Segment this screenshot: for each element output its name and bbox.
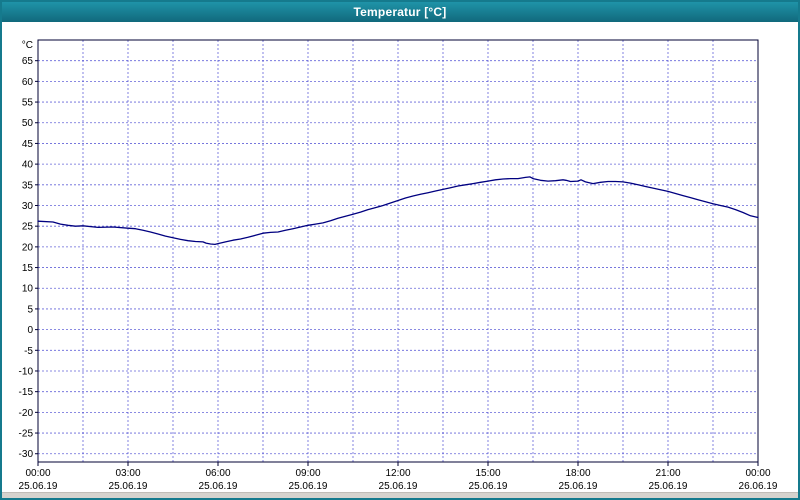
svg-text:25.06.19: 25.06.19 bbox=[379, 481, 418, 492]
window-bottom-strip bbox=[2, 492, 798, 498]
svg-text:25.06.19: 25.06.19 bbox=[199, 481, 238, 492]
svg-text:03:00: 03:00 bbox=[115, 468, 140, 479]
svg-text:-10: -10 bbox=[19, 366, 34, 377]
svg-text:45: 45 bbox=[22, 139, 34, 150]
svg-text:55: 55 bbox=[22, 98, 34, 109]
svg-text:35: 35 bbox=[22, 180, 34, 191]
svg-text:06:00: 06:00 bbox=[205, 468, 230, 479]
svg-text:00:00: 00:00 bbox=[745, 468, 770, 479]
svg-text:40: 40 bbox=[22, 160, 34, 171]
svg-text:-25: -25 bbox=[19, 429, 34, 440]
svg-text:25.06.19: 25.06.19 bbox=[649, 481, 688, 492]
svg-text:00:00: 00:00 bbox=[25, 468, 50, 479]
svg-text:-20: -20 bbox=[19, 408, 34, 419]
svg-text:15: 15 bbox=[22, 263, 34, 274]
svg-text:25.06.19: 25.06.19 bbox=[289, 481, 328, 492]
svg-text:50: 50 bbox=[22, 118, 34, 129]
window-titlebar: Temperatur [°C] bbox=[2, 2, 798, 22]
svg-text:0: 0 bbox=[27, 325, 33, 336]
svg-text:25.06.19: 25.06.19 bbox=[109, 481, 148, 492]
svg-text:-15: -15 bbox=[19, 387, 34, 398]
svg-text:15:00: 15:00 bbox=[475, 468, 500, 479]
svg-text:20: 20 bbox=[22, 242, 34, 253]
svg-text:25.06.19: 25.06.19 bbox=[19, 481, 58, 492]
svg-text:5: 5 bbox=[27, 304, 33, 315]
svg-text:10: 10 bbox=[22, 284, 34, 295]
svg-text:30: 30 bbox=[22, 201, 34, 212]
svg-text:60: 60 bbox=[22, 77, 34, 88]
svg-text:65: 65 bbox=[22, 56, 34, 67]
svg-text:°C: °C bbox=[22, 40, 33, 51]
svg-text:25.06.19: 25.06.19 bbox=[559, 481, 598, 492]
svg-text:-5: -5 bbox=[24, 346, 33, 357]
svg-text:25: 25 bbox=[22, 222, 34, 233]
svg-text:12:00: 12:00 bbox=[385, 468, 410, 479]
svg-text:26.06.19: 26.06.19 bbox=[739, 481, 778, 492]
chart-area: -30 -25 -20 -15 -10 -5 0 5 10 15 20 25 30 35 40 45 50 55 6… bbox=[2, 22, 798, 492]
svg-text:21:00: 21:00 bbox=[655, 468, 680, 479]
temperature-chart: -30 -25 -20 -15 -10 -5 0 5 10 15 20 25 30 35 40 45 50 55 6… bbox=[19, 39, 778, 492]
svg-text:-30: -30 bbox=[19, 449, 34, 460]
svg-text:09:00: 09:00 bbox=[295, 468, 320, 479]
svg-text:25.06.19: 25.06.19 bbox=[469, 481, 508, 492]
window-title: Temperatur [°C] bbox=[353, 5, 447, 19]
svg-text:18:00: 18:00 bbox=[565, 468, 590, 479]
